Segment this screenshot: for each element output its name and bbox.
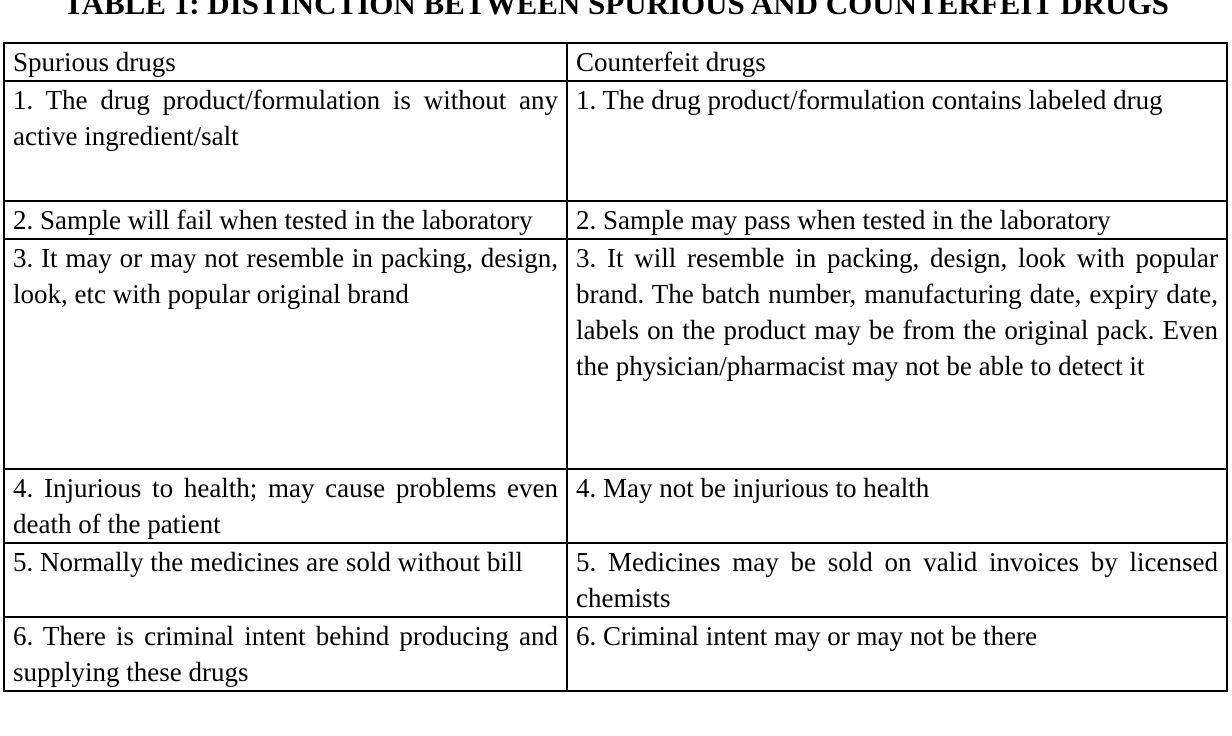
table-row: 5. Normally the medicines are sold witho… [3, 542, 1228, 618]
cell-spurious: 4. Injurious to health; may cause proble… [3, 468, 568, 544]
header-counterfeit: Counterfeit drugs [566, 42, 1228, 82]
cell-counterfeit: 5. Medicines may be sold on valid invoic… [566, 542, 1228, 618]
table-row: 4. Injurious to health; may cause proble… [3, 468, 1228, 544]
table-row: 1. The drug product/formulation is witho… [3, 80, 1228, 202]
table-header-row: Spurious drugs Counterfeit drugs [3, 42, 1228, 82]
cell-spurious: 6. There is criminal intent behind produ… [3, 616, 568, 692]
comparison-table: Spurious drugs Counterfeit drugs 1. The … [3, 42, 1228, 692]
cell-counterfeit: 1. The drug product/formulation contains… [566, 80, 1228, 202]
cell-counterfeit: 6. Criminal intent may or may not be the… [566, 616, 1228, 692]
cell-counterfeit: 2. Sample may pass when tested in the la… [566, 200, 1228, 240]
table-row: 3. It may or may not resemble in packing… [3, 238, 1228, 470]
table-row: 2. Sample will fail when tested in the l… [3, 200, 1228, 240]
cell-spurious: 2. Sample will fail when tested in the l… [3, 200, 568, 240]
table-title: TABLE 1: DISTINCTION BETWEEN SPURIOUS AN… [63, 0, 1169, 21]
cell-spurious: 3. It may or may not resemble in packing… [3, 238, 568, 470]
cell-counterfeit: 3. It will resemble in packing, design, … [566, 238, 1228, 470]
table-row: 6. There is criminal intent behind produ… [3, 616, 1228, 692]
header-spurious: Spurious drugs [3, 42, 568, 82]
cell-spurious: 1. The drug product/formulation is witho… [3, 80, 568, 202]
cell-counterfeit: 4. May not be injurious to health [566, 468, 1228, 544]
cell-spurious: 5. Normally the medicines are sold witho… [3, 542, 568, 618]
